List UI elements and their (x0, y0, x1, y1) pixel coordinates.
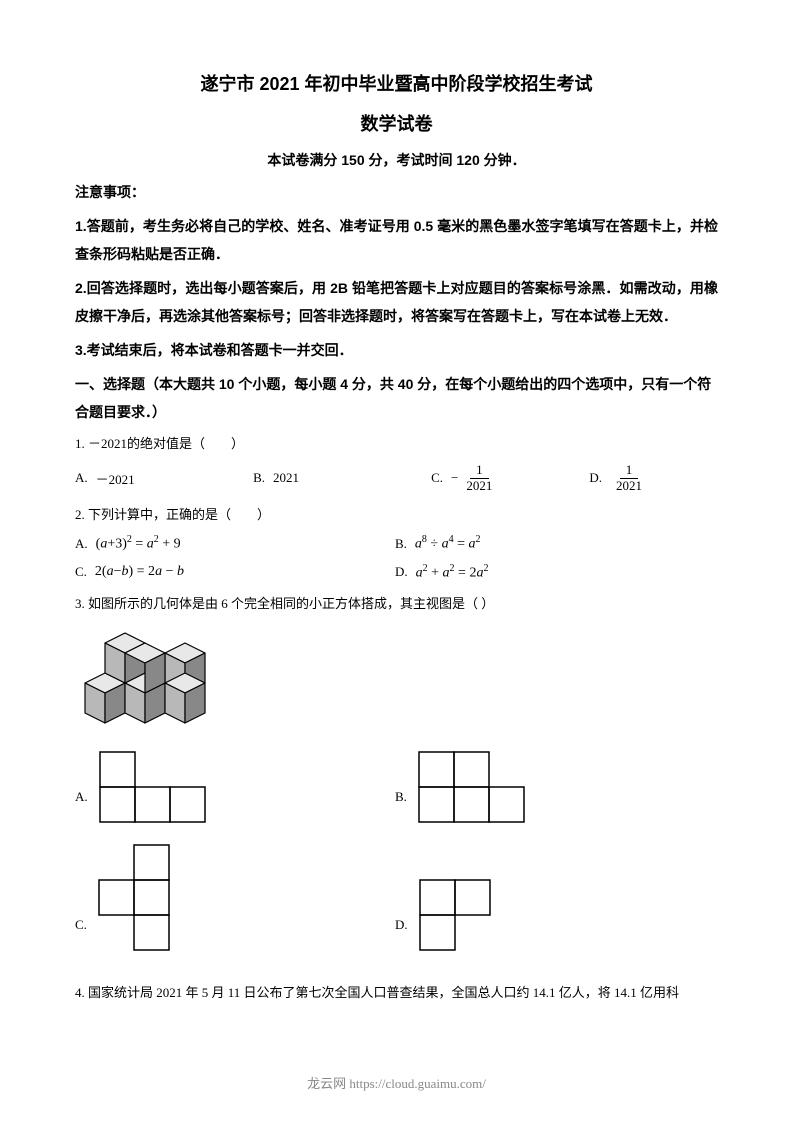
question-1-options: A. －2021 B. 2021 C. − 1 2021 D. 1 2021 (75, 463, 718, 493)
question-2-options-row1: A. (a+3)2 = a2 + 9 B. a8 ÷ a4 = a2 (75, 534, 718, 553)
option-label-b: B. (395, 789, 407, 805)
cube-figure-icon (75, 623, 225, 733)
q3-option-c: C. (75, 843, 395, 953)
notice-item-2: 2.回答选择题时，选出每小题答案后，用 2B 铅笔把答题卡上对应题目的答案标号涂… (75, 274, 718, 330)
q1-option-c: C. − 1 2021 (431, 463, 589, 493)
option-label-d: D. (395, 564, 408, 580)
q3-c-figure (97, 843, 177, 953)
notice-header: 注意事项： (75, 182, 718, 202)
option-label-c: C. (75, 917, 87, 933)
q2-option-b: B. a8 ÷ a4 = a2 (395, 534, 715, 553)
notice-item-3: 3.考试结束后，将本试卷和答题卡一并交回． (75, 336, 718, 364)
option-label-a: A. (75, 536, 88, 552)
q1-d-num: 1 (620, 463, 639, 478)
q2-d-expr: a2 + a2 = 2a2 (416, 563, 489, 582)
q2-a-expr: (a+3)2 = a2 + 9 (96, 534, 181, 553)
q2-option-c: C. 2(a−b) = 2a − b (75, 563, 395, 582)
q3-options: A. B. C. (75, 750, 718, 971)
q3-d-figure (418, 878, 498, 953)
option-label-a: A. (75, 789, 88, 805)
title-sub: 数学试卷 (75, 110, 718, 136)
option-label-a: A. (75, 470, 88, 486)
q1-b-value: 2021 (273, 470, 299, 486)
q1-c-neg: − (451, 470, 458, 486)
q2-c-expr: 2(a−b) = 2a − b (95, 564, 184, 580)
q3-main-figure (75, 623, 718, 738)
q1-d-den: 2021 (610, 479, 648, 493)
question-3: 3. 如图所示的几何体是由 6 个完全相同的小正方体搭成，其主视图是（ ） (75, 592, 718, 615)
title-main: 遂宁市 2021 年初中毕业暨高中阶段学校招生考试 (75, 70, 718, 96)
q3-b-figure (417, 750, 532, 825)
question-4: 4. 国家统计局 2021 年 5 月 11 日公布了第七次全国人口普查结果，全… (75, 981, 718, 1004)
q2-option-d: D. a2 + a2 = 2a2 (395, 563, 715, 582)
option-label-c: C. (75, 564, 87, 580)
option-label-d: D. (589, 470, 602, 486)
q2-option-a: A. (a+3)2 = a2 + 9 (75, 534, 395, 553)
q3-option-a: A. (75, 750, 395, 825)
q1-c-fraction: 1 2021 (460, 463, 498, 493)
option-label-b: B. (395, 536, 407, 552)
q1-d-fraction: 1 2021 (610, 463, 648, 493)
q3-option-d: D. (395, 843, 715, 953)
notice-item-1: 1.答题前，考生务必将自己的学校、姓名、准考证号用 0.5 毫米的黑色墨水签字笔… (75, 212, 718, 268)
option-label-d: D. (395, 917, 408, 933)
q1-option-a: A. －2021 (75, 463, 253, 493)
question-2-options-row2: C. 2(a−b) = 2a − b D. a2 + a2 = 2a2 (75, 563, 718, 582)
q1-option-d: D. 1 2021 (589, 463, 718, 493)
q1-option-b: B. 2021 (253, 463, 431, 493)
q3-option-b: B. (395, 750, 715, 825)
q1-a-value: －2021 (96, 469, 135, 488)
q2-b-expr: a8 ÷ a4 = a2 (415, 534, 481, 553)
option-label-b: B. (253, 470, 265, 486)
q1-c-den: 2021 (460, 479, 498, 493)
section-1-header: 一、选择题（本大题共 10 个小题，每小题 4 分，共 40 分，在每个小题给出… (75, 370, 718, 426)
question-2: 2. 下列计算中，正确的是（ ） (75, 503, 718, 526)
footer-watermark: 龙云网 https://cloud.guaimu.com/ (0, 1073, 793, 1092)
question-1: 1. －2021的绝对值是（ ） (75, 432, 718, 455)
q3-a-figure (98, 750, 213, 825)
title-info: 本试卷满分 150 分，考试时间 120 分钟． (75, 150, 718, 170)
q1-c-num: 1 (470, 463, 489, 478)
option-label-c: C. (431, 470, 443, 486)
